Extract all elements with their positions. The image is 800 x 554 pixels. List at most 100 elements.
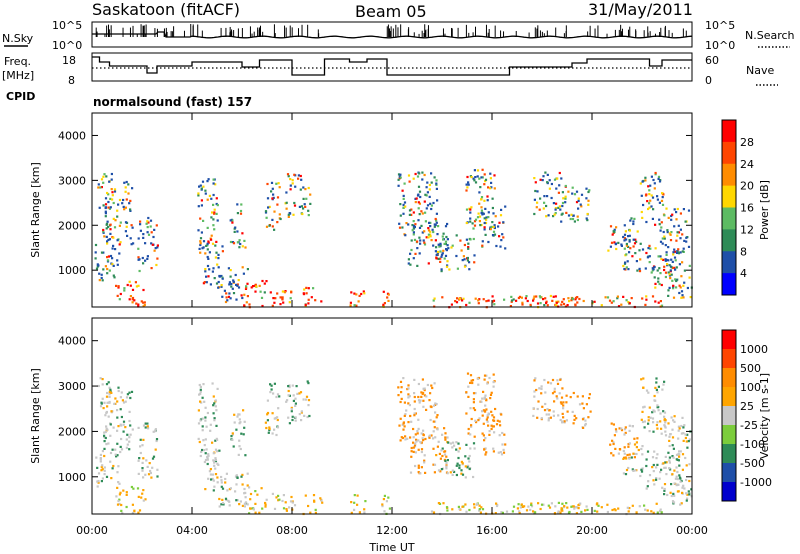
echo-cell bbox=[533, 212, 536, 216]
echo-cell bbox=[486, 414, 489, 417]
echo-cell bbox=[216, 438, 219, 441]
echo-cell bbox=[120, 437, 123, 441]
echo-cell bbox=[441, 454, 444, 458]
echo-cell bbox=[653, 265, 656, 269]
echo-cell bbox=[597, 504, 600, 507]
echo-cell bbox=[142, 457, 145, 460]
echo-cell bbox=[440, 268, 443, 271]
echo-cell bbox=[423, 461, 426, 464]
echo-cell bbox=[654, 386, 657, 389]
echo-cell bbox=[670, 231, 673, 234]
echo-cell bbox=[273, 301, 276, 304]
echo-cell bbox=[129, 209, 132, 212]
echo-cell bbox=[612, 300, 615, 303]
echo-cell bbox=[417, 219, 420, 222]
echo-cell bbox=[650, 271, 653, 274]
echo-cell bbox=[520, 296, 523, 299]
echo-cell bbox=[634, 238, 637, 241]
echo-cell bbox=[685, 464, 688, 467]
echo-cell bbox=[214, 405, 217, 408]
echo-cell bbox=[632, 238, 635, 241]
echo-cell bbox=[548, 187, 551, 190]
echo-cell bbox=[213, 212, 216, 215]
echo-cell bbox=[414, 172, 417, 176]
echo-cell bbox=[410, 213, 413, 216]
echo-cell bbox=[407, 396, 410, 399]
echo-cell bbox=[663, 466, 666, 469]
echo-cell bbox=[517, 503, 520, 506]
echo-cell bbox=[200, 231, 203, 234]
echo-cell bbox=[466, 186, 469, 189]
echo-cell bbox=[482, 434, 485, 437]
echo-cell bbox=[547, 419, 550, 422]
echo-cell bbox=[413, 407, 416, 411]
echo-cell bbox=[542, 298, 545, 301]
echo-cell bbox=[434, 217, 437, 221]
echo-cell bbox=[490, 225, 493, 228]
echo-cell bbox=[533, 390, 536, 393]
echo-cell bbox=[115, 455, 118, 458]
echo-cell bbox=[232, 292, 236, 295]
echo-cell bbox=[356, 494, 359, 497]
echo-cell bbox=[209, 283, 212, 286]
echo-cell bbox=[658, 218, 661, 221]
echo-cell bbox=[518, 510, 521, 513]
echo-cell bbox=[98, 279, 101, 282]
echo-cell bbox=[675, 475, 678, 478]
echo-cell bbox=[200, 187, 203, 190]
echo-cell bbox=[206, 248, 209, 251]
echo-cell bbox=[417, 382, 420, 386]
echo-cell bbox=[305, 197, 308, 200]
echo-cell bbox=[217, 266, 220, 269]
echo-cell bbox=[628, 453, 631, 456]
echo-cell bbox=[225, 498, 228, 502]
echo-cell bbox=[292, 213, 295, 216]
echo-cell bbox=[680, 502, 683, 505]
echo-cell bbox=[547, 381, 550, 384]
echo-cell bbox=[300, 410, 303, 413]
echo-cell bbox=[243, 420, 246, 423]
echo-cell bbox=[281, 296, 284, 299]
echo-cell bbox=[137, 426, 140, 429]
echo-cell bbox=[533, 395, 536, 398]
echo-cell bbox=[627, 445, 630, 448]
echo-cell bbox=[628, 234, 631, 237]
echo-cell bbox=[492, 450, 495, 453]
echo-cell bbox=[552, 202, 555, 205]
echo-cell bbox=[275, 182, 278, 185]
echo-cell bbox=[430, 181, 433, 184]
echo-cell bbox=[463, 243, 466, 247]
echo-cell bbox=[113, 276, 116, 279]
echo-cell bbox=[105, 223, 108, 226]
echo-cell bbox=[497, 225, 500, 228]
echo-cell bbox=[408, 213, 411, 216]
echo-cell bbox=[204, 268, 207, 271]
echo-cell bbox=[444, 242, 447, 246]
echo-cell bbox=[225, 472, 228, 475]
nsky-panel: N.Sky 10^5 10^0 10^5 10^0 N.Search bbox=[2, 19, 795, 52]
echo-cell bbox=[240, 203, 243, 206]
echo-cell bbox=[381, 503, 384, 506]
echo-cell bbox=[652, 511, 655, 514]
echo-cell bbox=[432, 430, 435, 433]
echo-cell bbox=[113, 190, 117, 193]
echo-cell bbox=[665, 207, 668, 210]
echo-cell bbox=[203, 460, 206, 464]
echo-cell bbox=[155, 263, 158, 267]
echo-cell bbox=[407, 223, 410, 226]
echo-cell bbox=[492, 230, 496, 233]
echo-cell bbox=[677, 437, 680, 440]
echo-cell bbox=[472, 392, 476, 395]
echo-cell bbox=[667, 422, 670, 425]
echo-cell bbox=[478, 298, 481, 301]
echo-cell bbox=[487, 424, 490, 427]
echo-cell bbox=[250, 286, 253, 289]
echo-cell bbox=[495, 502, 498, 505]
echo-cell bbox=[446, 472, 449, 475]
echo-cell bbox=[469, 381, 472, 384]
echo-cell bbox=[464, 476, 467, 479]
echo-cell bbox=[481, 213, 484, 216]
echo-cell bbox=[653, 410, 656, 413]
colorbar-tick: 100 bbox=[740, 381, 761, 394]
echo-cell bbox=[534, 377, 537, 380]
